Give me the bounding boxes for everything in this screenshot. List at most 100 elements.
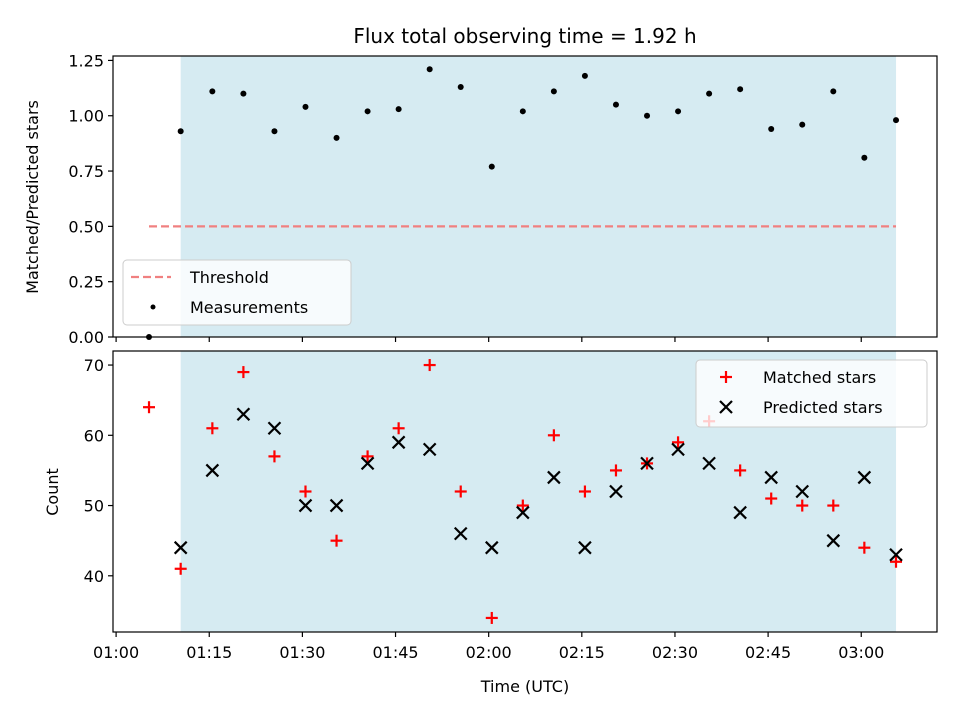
x-marker-b: [719, 400, 733, 414]
data-point: [578, 540, 592, 555]
x-axis-label: Time (UTC): [480, 677, 569, 696]
data-point: [765, 492, 778, 505]
x-marker-b: [640, 456, 654, 471]
data-point: [516, 499, 529, 512]
data-point: [177, 128, 184, 135]
data-point: [206, 422, 219, 435]
data-point: [302, 103, 309, 110]
x-marker-b: [391, 435, 406, 450]
x-marker-b: [764, 470, 778, 485]
x-tick-label: 02:15: [559, 643, 605, 662]
data-point: [361, 450, 374, 463]
data-point: [423, 359, 436, 372]
data-point: [237, 366, 250, 379]
data-point: [457, 83, 464, 90]
x-marker-b: [826, 533, 841, 548]
x-marker-b: [889, 547, 903, 562]
ratio-panel: 0.00 0.25 0.50 0.75 1.00 1.25 Matched/Predicte…: [23, 51, 938, 347]
y-tick-label: 0.00: [68, 328, 104, 347]
data-point: [733, 505, 747, 520]
data-point: [488, 163, 495, 170]
x-tick-label: 02:30: [652, 643, 698, 662]
data-point: [640, 456, 654, 471]
data-point: [333, 134, 340, 141]
data-point: [454, 485, 467, 498]
legend-measurements-swatch: [150, 304, 156, 310]
data-point: [578, 485, 591, 498]
data-point: [267, 421, 282, 436]
x-marker-b: [205, 463, 220, 478]
data-point: [702, 456, 716, 471]
data-point: [737, 86, 744, 93]
x-tick-label: 01:00: [93, 643, 139, 662]
data-point: [550, 88, 557, 95]
y-tick-label: 0.75: [68, 162, 104, 181]
data-point: [299, 485, 312, 498]
y-tick-label: 40: [84, 567, 104, 586]
legend-label: Predicted stars: [763, 398, 883, 417]
data-point: [395, 106, 402, 113]
data-point: [271, 128, 278, 135]
data-point: [734, 464, 747, 477]
data-point: [364, 108, 371, 115]
x-tick-label: 01:15: [186, 643, 232, 662]
legend-swatch: [720, 371, 732, 383]
data-point: [826, 533, 841, 548]
x-marker-b: [733, 505, 747, 520]
x-marker-b: [360, 456, 375, 471]
data-point: [205, 463, 220, 478]
data-point: [796, 499, 809, 512]
data-point: [612, 101, 619, 108]
data-point: [609, 484, 623, 499]
x-marker-b: [702, 456, 716, 471]
data-point: [329, 498, 344, 513]
data-point: [827, 499, 840, 512]
y-tick-label: 70: [84, 356, 104, 375]
data-point: [485, 540, 499, 555]
y-axis-label: Matched/Predicted stars: [23, 100, 42, 294]
x-marker-b: [422, 442, 437, 457]
x-tick-label: 01:30: [279, 643, 325, 662]
x-marker-b: [609, 484, 623, 499]
x-marker-b: [485, 540, 499, 555]
data-point: [547, 470, 561, 485]
data-point: [453, 526, 468, 541]
data-point: [644, 112, 651, 119]
data-point: [392, 422, 405, 435]
data-point: [857, 470, 872, 485]
data-point: [426, 66, 433, 73]
axes-frame: [112, 350, 938, 633]
y-tick-label: 1.00: [68, 107, 104, 126]
legend: Threshold Measurements: [122, 259, 352, 326]
data-point: [764, 470, 778, 485]
data-point: [268, 450, 281, 463]
data-point: [581, 72, 588, 79]
x-marker-b: [578, 540, 592, 555]
axes-frame: [112, 55, 938, 338]
chart-title: Flux total observing time = 1.92 h: [353, 24, 696, 48]
y-tick-label: 0.25: [68, 273, 104, 292]
x-marker-b: [857, 470, 872, 485]
data-point: [671, 442, 685, 457]
x-tick-label: 02:45: [745, 643, 791, 662]
data-point: [799, 121, 806, 128]
data-point: [830, 88, 837, 95]
y-tick-label: 1.25: [68, 51, 104, 70]
data-point: [675, 108, 682, 115]
data-point: [391, 435, 406, 450]
data-point: [672, 436, 685, 449]
data-point: [861, 154, 868, 161]
data-point: [236, 407, 251, 422]
legend-box: [122, 259, 352, 326]
legend: Matched stars Predicted stars: [695, 359, 928, 428]
data-point: [298, 498, 313, 513]
data-point: [858, 541, 871, 554]
y-tick-label: 60: [84, 426, 104, 445]
data-point: [768, 126, 775, 133]
data-point: [890, 555, 903, 568]
x-marker-b: [547, 470, 561, 485]
y-tick-label: 50: [84, 497, 104, 516]
legend-label: Measurements: [190, 298, 308, 317]
y-tick-label: 0.50: [68, 217, 104, 236]
